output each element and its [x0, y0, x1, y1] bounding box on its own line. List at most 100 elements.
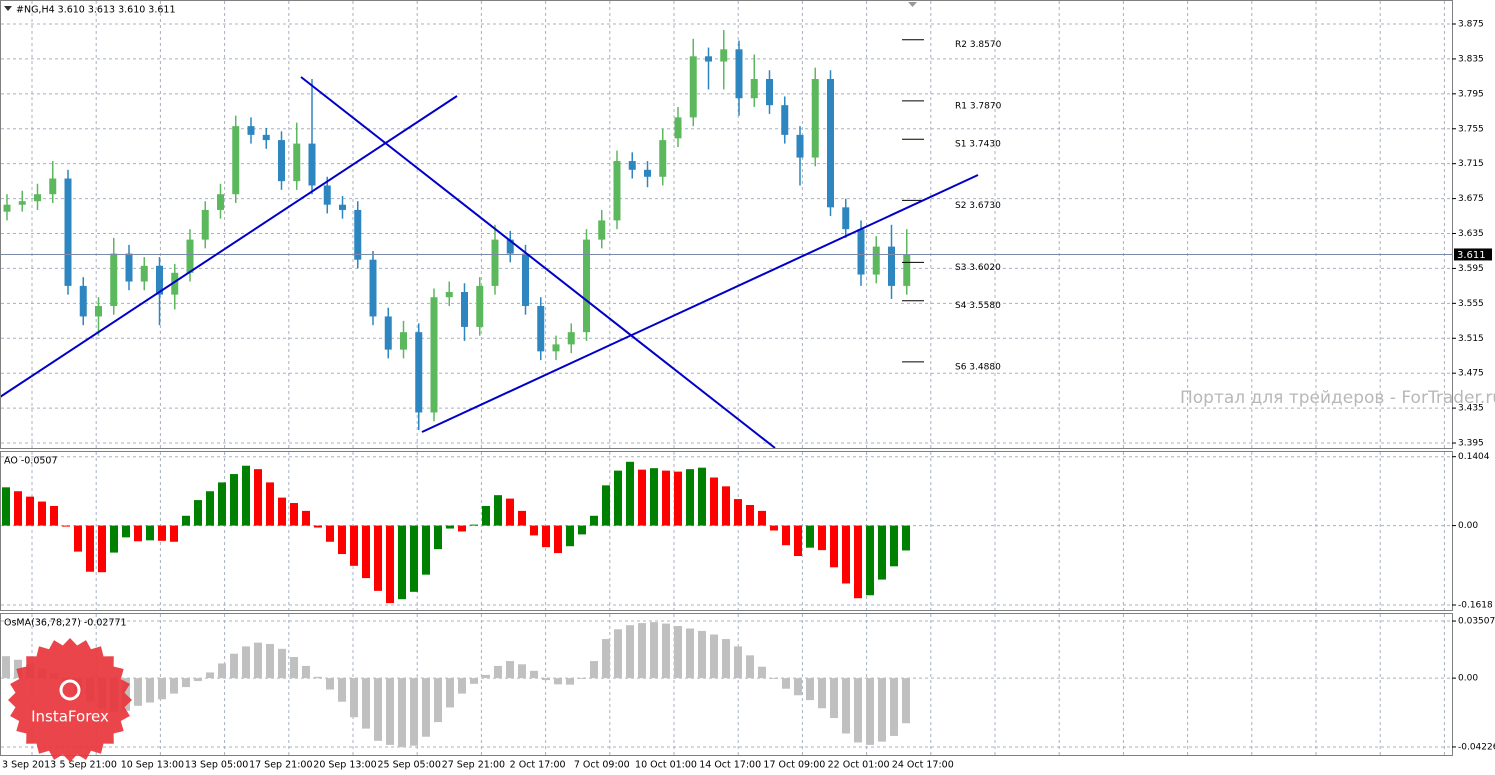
- frames: [0, 0, 1453, 756]
- candle-body: [262, 134, 270, 141]
- histogram-bar: [650, 622, 658, 679]
- logo-icon: [59, 679, 81, 701]
- histogram-bar: [482, 505, 490, 526]
- candle-body: [140, 265, 148, 282]
- candle-body: [415, 332, 423, 413]
- pivot-label: S4 3.5580: [955, 301, 1001, 311]
- histogram-bar: [182, 678, 190, 688]
- histogram-bar: [770, 678, 778, 679]
- candle-body: [110, 253, 118, 306]
- trend-line: [300, 76, 776, 449]
- candle-body: [79, 285, 87, 317]
- candle-body: [445, 292, 453, 298]
- y-tick-label: 3.835: [1458, 54, 1484, 64]
- x-tick-label: 17 Oct 09:00: [763, 760, 825, 771]
- candle-body: [217, 194, 224, 210]
- candle-body: [522, 253, 529, 306]
- candle-body: [18, 201, 26, 205]
- candle-body: [323, 185, 331, 205]
- histogram-bar: [458, 678, 466, 694]
- candle-body: [384, 316, 392, 350]
- candle-body: [552, 344, 560, 352]
- candle-body: [659, 140, 667, 177]
- y-tick-label: 0.00: [1458, 521, 1478, 531]
- histogram-bar: [386, 525, 394, 604]
- histogram-bar: [566, 678, 574, 685]
- histogram-bar: [554, 525, 562, 554]
- histogram-bar: [434, 525, 442, 550]
- logo: InstaForex: [8, 638, 132, 762]
- histogram-bar: [86, 525, 94, 572]
- histogram-bar: [350, 678, 358, 718]
- histogram-bar: [122, 525, 130, 538]
- candle-body: [339, 204, 346, 210]
- candle-body: [201, 209, 209, 240]
- histogram-bar: [698, 630, 706, 679]
- candle-body: [644, 169, 651, 177]
- x-tick-label: 27 Sep 21:00: [442, 760, 505, 771]
- histogram-bar: [50, 505, 58, 526]
- histogram-bar: [254, 469, 262, 526]
- y-tick-label: 0.1404: [1458, 452, 1490, 462]
- histogram-bar: [170, 678, 178, 694]
- histogram-bar: [146, 678, 154, 703]
- histogram-bar: [482, 674, 490, 679]
- histogram-bar: [758, 510, 766, 526]
- histogram-bar: [662, 623, 670, 679]
- x-tick-label: 10 Oct 01:00: [635, 760, 697, 771]
- y-tick-label: -0.04226: [1458, 742, 1495, 752]
- histogram-bar: [890, 678, 898, 736]
- shift-marker[interactable]: [908, 2, 917, 7]
- histogram-bar: [242, 646, 250, 679]
- panel-title: #NG,H4 3.610 3.613 3.610 3.611: [16, 5, 176, 16]
- histogram-bar: [638, 469, 646, 526]
- histogram-bar: [590, 515, 598, 526]
- y-tick-label: 3.435: [1458, 404, 1484, 414]
- pivot-label: S3 3.6020: [955, 263, 1001, 273]
- histogram-bar: [362, 525, 370, 579]
- histogram-bar: [794, 678, 802, 696]
- candle-body: [766, 79, 773, 106]
- histogram-bar: [818, 678, 826, 709]
- y-tick-label: 3.755: [1458, 124, 1484, 134]
- histogram-bar: [518, 664, 526, 679]
- histogram-bar: [278, 648, 286, 679]
- x-tick-label: 2 Oct 17:00: [510, 760, 566, 771]
- y-tick-label: 0.03507: [1458, 617, 1495, 627]
- histogram-bar: [242, 465, 250, 526]
- label-layer: #NG,H4 3.610 3.613 3.610 3.611 3.395 3.435…: [2, 5, 1495, 771]
- histogram-bar: [866, 678, 874, 745]
- histogram-bar: [494, 665, 502, 679]
- histogram-bar: [878, 525, 886, 580]
- histogram-bar: [206, 491, 214, 526]
- histogram-bar: [62, 525, 70, 527]
- histogram-bar: [518, 510, 526, 526]
- x-tick-label: 17 Sep 21:00: [249, 760, 312, 771]
- menu-arrow[interactable]: [4, 6, 12, 11]
- histogram-bar: [278, 497, 286, 526]
- candle-body: [720, 49, 728, 62]
- histogram-bar: [830, 525, 838, 568]
- histogram-bar: [878, 678, 886, 742]
- y-tick-label: 3.555: [1458, 299, 1484, 309]
- histogram-bar: [746, 504, 754, 526]
- histogram-bar: [698, 467, 706, 526]
- candle-body: [308, 143, 316, 186]
- histogram-bar: [686, 469, 694, 526]
- histogram-bar: [26, 496, 34, 526]
- x-tick-label: 22 Oct 01:00: [828, 760, 890, 771]
- x-tick-label: 10 Sep 13:00: [121, 760, 184, 771]
- x-tick-label: 7 Oct 09:00: [574, 760, 630, 771]
- watermark: Портал для трейдеров - ForTrader.ru: [1180, 388, 1495, 408]
- histogram-bar: [674, 626, 682, 679]
- pivot-label: S1 3.7430: [955, 140, 1001, 150]
- histogram-bar: [74, 525, 82, 552]
- y-tick-label: -0.1618: [1458, 600, 1493, 610]
- histogram-bar: [206, 672, 214, 679]
- histogram-bar: [314, 525, 322, 528]
- histogram-bar: [770, 525, 778, 531]
- candle-body: [537, 305, 545, 352]
- pivot-label: S6 3.4880: [955, 362, 1001, 372]
- histogram-bar: [410, 525, 418, 592]
- histogram-bar: [626, 461, 634, 526]
